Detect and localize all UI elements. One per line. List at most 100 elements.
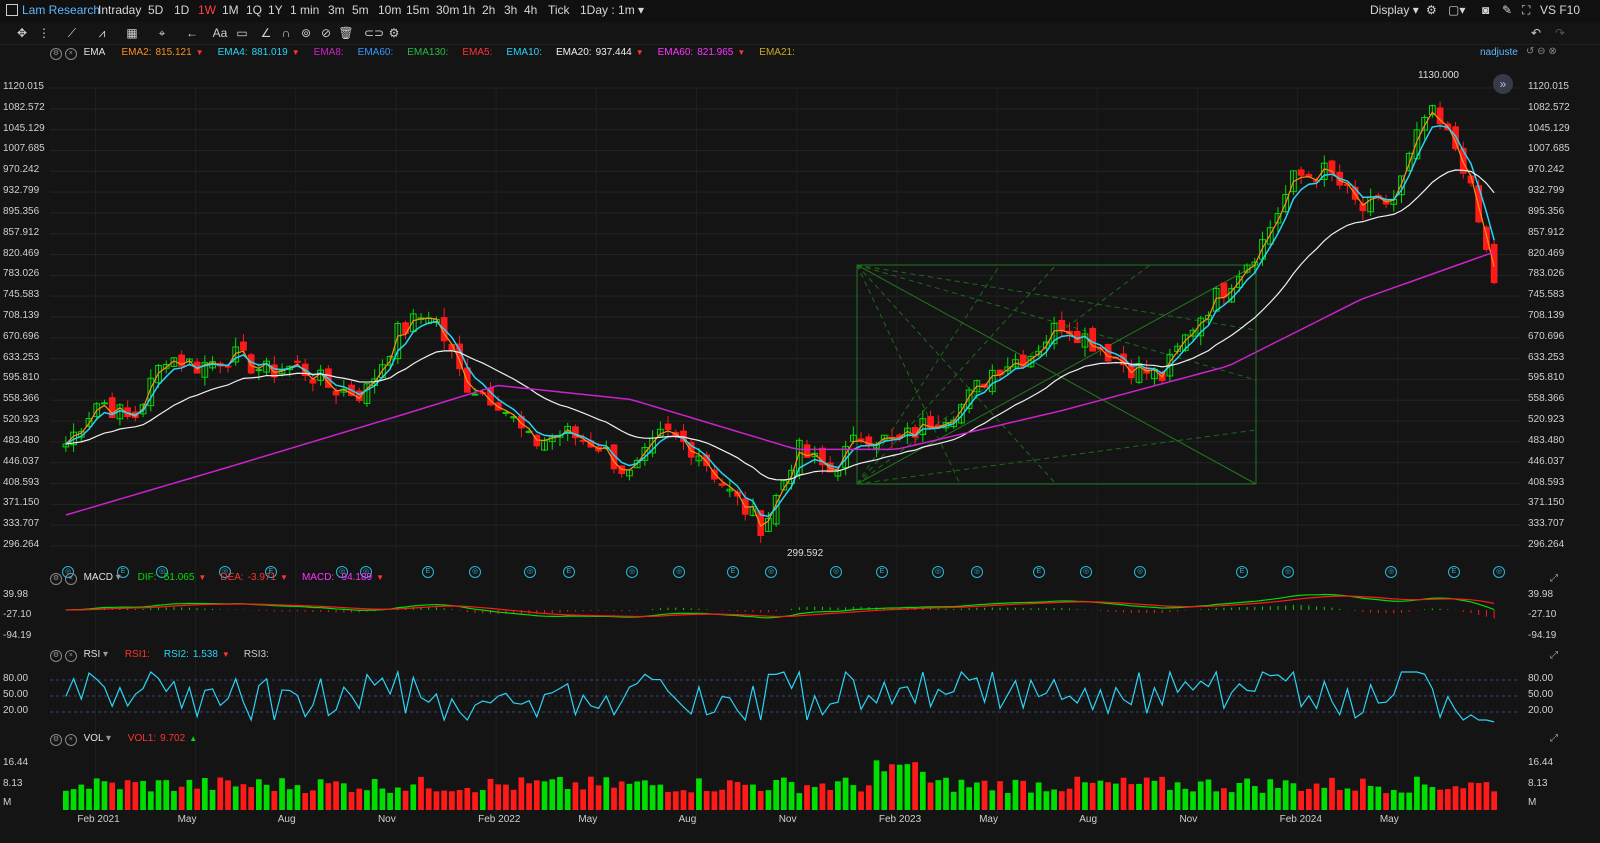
- ema-item[interactable]: EMA4: 881.019 ▼: [218, 47, 300, 58]
- settings-icon[interactable]: ⚙: [388, 26, 400, 40]
- dropdown-arrow-icon[interactable]: ▼: [280, 573, 288, 582]
- macd-item[interactable]: MACD: -94.189 ▼: [302, 572, 384, 583]
- dropdown-arrow-icon[interactable]: ▼: [198, 573, 207, 582]
- fullscreen-icon[interactable]: ⛶: [1522, 3, 1531, 17]
- undo-icon[interactable]: ↶: [1530, 26, 1542, 40]
- tab-1y[interactable]: 1Y: [268, 3, 283, 17]
- event-marker-icon[interactable]: E: [563, 566, 575, 578]
- symbol-title[interactable]: Lam Research: [22, 3, 101, 17]
- hide-icon[interactable]: ⊘: [320, 26, 332, 40]
- dropdown-arrow-icon[interactable]: ▼: [221, 650, 230, 659]
- event-marker-icon[interactable]: ◎: [765, 566, 777, 578]
- macd-item[interactable]: DEA: -3.971 ▼: [220, 572, 288, 583]
- tab-3h[interactable]: 3h: [504, 3, 518, 17]
- tab-1w[interactable]: 1W: [198, 3, 216, 17]
- rsi-item[interactable]: RSI3:: [244, 649, 269, 660]
- lock-icon[interactable]: ⊚: [300, 26, 312, 40]
- event-marker-icon[interactable]: E: [265, 566, 277, 578]
- event-marker-icon[interactable]: ◎: [1080, 566, 1092, 578]
- settings-gear-icon[interactable]: ⚙: [1426, 3, 1437, 17]
- event-marker-icon[interactable]: E: [1033, 566, 1045, 578]
- panel-controls-icon[interactable]: ↺ ⊖ ⊗: [1526, 46, 1557, 57]
- ema-item[interactable]: EMA20: 937.444 ▼: [556, 47, 644, 58]
- display-button[interactable]: Display ▾: [1370, 3, 1419, 17]
- ema-item[interactable]: EMA60:: [358, 47, 394, 58]
- vol-expand-icon[interactable]: ⤢: [1550, 733, 1558, 744]
- tab-1q[interactable]: 1Q: [246, 3, 263, 17]
- event-marker-icon[interactable]: E: [422, 566, 434, 578]
- ema-item[interactable]: EMA60: 821.965 ▼: [658, 47, 746, 58]
- indicator-name[interactable]: EMA: [83, 47, 105, 58]
- legend-settings-icon[interactable]: ⚙: [50, 48, 62, 60]
- fib-icon[interactable]: ⌖: [158, 26, 166, 40]
- rsi-item[interactable]: RSI1:: [125, 649, 150, 660]
- camera-icon[interactable]: ◙: [1482, 3, 1490, 17]
- event-marker-icon[interactable]: ◎: [673, 566, 685, 578]
- text-icon[interactable]: Aa: [212, 26, 228, 40]
- tab-intraday[interactable]: Intraday: [98, 3, 142, 17]
- ema-item[interactable]: EMA2: 815.121 ▼: [121, 47, 203, 58]
- tab-1-min[interactable]: 1 min: [290, 3, 320, 17]
- tab-10m[interactable]: 10m: [378, 3, 402, 17]
- ema-item[interactable]: EMA5:: [462, 47, 492, 58]
- trash-icon[interactable]: 🗑: [338, 26, 354, 40]
- ema-item[interactable]: EMA130:: [407, 47, 448, 58]
- vertical-line-icon[interactable]: ⋮: [38, 26, 50, 40]
- window-icon[interactable]: [6, 4, 18, 16]
- dropdown-arrow-icon[interactable]: ▼: [195, 48, 204, 57]
- event-marker-icon[interactable]: ◎: [1134, 566, 1146, 578]
- dropdown-arrow-icon[interactable]: ▲: [189, 734, 198, 743]
- macd-item[interactable]: DIF: -51.065 ▼: [138, 572, 207, 583]
- timeframe-selector[interactable]: 1Day : 1m ▾: [580, 3, 645, 17]
- rsi-expand-icon[interactable]: ⤢: [1550, 650, 1558, 661]
- ema-item[interactable]: EMA21:: [759, 47, 795, 58]
- dropdown-arrow-icon[interactable]: ▼: [376, 573, 385, 582]
- tab-5m[interactable]: 5m: [352, 3, 369, 17]
- zigzag-icon[interactable]: ⩘: [98, 26, 106, 40]
- event-marker-icon[interactable]: ◎: [932, 566, 944, 578]
- link-icon[interactable]: ⊂⊃: [364, 26, 385, 40]
- tab-2h[interactable]: 2h: [482, 3, 496, 17]
- magnet-icon[interactable]: ∩: [281, 26, 291, 40]
- adjust-label[interactable]: nadjuste: [1480, 47, 1518, 58]
- ema-item[interactable]: EMA8:: [314, 47, 344, 58]
- event-marker-icon[interactable]: ◎: [360, 566, 372, 578]
- event-marker-icon[interactable]: ◎: [336, 566, 348, 578]
- vol-settings-icon[interactable]: ⚙: [50, 734, 62, 746]
- layout-square-icon[interactable]: ▢▾: [1448, 3, 1466, 17]
- event-marker-icon[interactable]: ◎: [971, 566, 983, 578]
- chart-canvas[interactable]: [0, 62, 1600, 843]
- dropdown-arrow-icon[interactable]: ▼: [635, 48, 644, 57]
- dropdown-arrow-icon[interactable]: ▼: [291, 48, 300, 57]
- vol-item[interactable]: VOL1: 9.702 ▲: [128, 733, 197, 744]
- tab-1d[interactable]: 1D: [174, 3, 190, 17]
- event-marker-icon[interactable]: ◎: [469, 566, 481, 578]
- macd-expand-icon[interactable]: ⤢: [1550, 573, 1558, 584]
- event-marker-icon[interactable]: ◎: [1282, 566, 1294, 578]
- event-marker-icon[interactable]: E: [1236, 566, 1248, 578]
- rsi-settings-icon[interactable]: ⚙: [50, 650, 62, 662]
- legend-close-icon[interactable]: ×: [64, 48, 77, 60]
- macd-name[interactable]: MACD: [83, 572, 114, 583]
- tab-4h[interactable]: 4h: [524, 3, 538, 17]
- rsi-close-icon[interactable]: ×: [64, 650, 77, 662]
- tab-1m[interactable]: 1M: [222, 3, 239, 17]
- macd-settings-icon[interactable]: ⚙: [50, 573, 62, 585]
- vol-name[interactable]: VOL: [83, 733, 104, 744]
- rsi-item[interactable]: RSI2: 1.538 ▼: [164, 649, 230, 660]
- tab-1h[interactable]: 1h: [462, 3, 476, 17]
- ruler-icon[interactable]: ∠: [260, 26, 272, 40]
- dropdown-arrow-icon[interactable]: ▼: [737, 48, 746, 57]
- event-marker-icon[interactable]: ◎: [156, 566, 168, 578]
- macd-close-icon[interactable]: ×: [64, 573, 77, 585]
- ema-item[interactable]: EMA10:: [506, 47, 542, 58]
- event-marker-icon[interactable]: ◎: [1385, 566, 1397, 578]
- tab-5d[interactable]: 5D: [148, 3, 164, 17]
- arrow-icon[interactable]: ←: [186, 26, 198, 40]
- event-marker-icon[interactable]: ◎: [219, 566, 231, 578]
- rsi-name[interactable]: RSI: [83, 649, 101, 660]
- pen-icon[interactable]: ✎: [1502, 3, 1513, 17]
- trend-line-icon[interactable]: ⟋: [67, 26, 77, 40]
- note-icon[interactable]: ▭: [236, 26, 248, 40]
- vol-close-icon[interactable]: ×: [64, 734, 77, 746]
